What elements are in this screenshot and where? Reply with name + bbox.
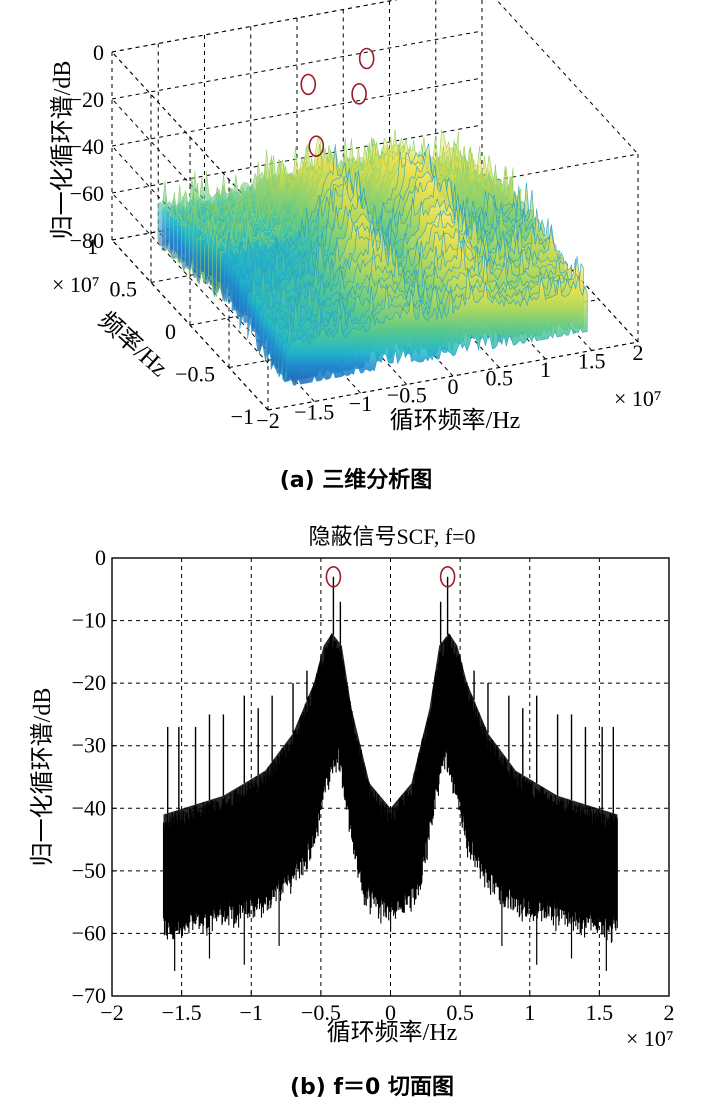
chart-title: 隐蔽信号SCF, f=0 [308,524,475,549]
z-tick-label: −20 [70,87,104,112]
box-edge [267,341,639,411]
peak-marker-3d [358,47,375,70]
box-edge [267,153,639,223]
caption-a: (a) 三维分析图 [280,467,433,493]
x-tick-label: −1.5 [162,1000,202,1025]
b-x-axis-exponent: × 10⁷ [626,1026,674,1051]
x-tick-label: 1.5 [578,349,606,374]
x-axis-label: 循环频率/Hz [390,407,521,434]
spectrum-surface [157,129,588,386]
y-tick-label: −30 [72,733,106,758]
x-tick-label: −0.5 [387,383,427,408]
b-y-axis-label: 归一化循环谱/dB [29,688,56,867]
x-tick-label: 0 [448,374,459,399]
y-tick-label: −70 [72,983,106,1008]
spectrum-envelope [163,633,618,921]
sidewall-grid-z [111,98,269,270]
x-tick-label: −2 [100,1000,123,1025]
z-tick-label: −80 [70,228,104,253]
x-tick-label: 0 [385,1000,396,1025]
x-tick-label: 1 [524,1000,535,1025]
z-tick-label: −40 [70,134,104,159]
peak-marker-2d [439,565,456,588]
x-tick-label: −1 [349,391,372,416]
y-tick-label: −40 [72,795,106,820]
x-tick-label: 2 [664,1000,675,1025]
x-tick-label: −1 [240,1000,263,1025]
y-tick-label: −10 [72,608,106,633]
backwall-grid-z [111,77,483,147]
box-edge [496,0,639,155]
backwall-grid-z [111,30,483,100]
y-tick-label: 0 [95,545,106,570]
y-tick-label: −60 [72,920,106,945]
x-tick-label: 2 [633,340,644,365]
z-axis-label: 归一化循环谱/dB [49,61,76,240]
peak-marker-3d [351,83,367,105]
highlighted-peaks-2d [325,565,456,588]
z-tick-label: 0 [93,40,104,65]
peak-marker-2d [325,565,342,588]
y-tick-label: −50 [72,858,106,883]
b-x-axis-label: 循环频率/Hz [327,1019,458,1046]
x-tick-label: −0.5 [301,1000,341,1025]
sidewall-grid-z [111,192,269,364]
highlighted-peaks-3d [300,47,375,157]
z-tick-label: −60 [70,181,104,206]
box-edge [111,239,269,411]
x-tick-label: 1.5 [586,1000,614,1025]
backwall-grid-z [111,124,483,194]
surface-strip [286,275,588,386]
y-tick-label: −20 [72,670,106,695]
y-tick-label: 0.5 [110,277,138,302]
spectrum-series [162,576,618,971]
panel-b-slice-plot: 隐蔽信号SCF, f=0 −2 −1.5 −1 −0.5 0 0.5 1 1.5 20−10−2… [29,524,675,1100]
2d-tick-labels: −2 −1.5 −1 −0.5 0 0.5 1 1.5 2 0 −10 −20 −30 −40 −50 −60… [72,545,675,1025]
y-tick-label: 0 [165,319,176,344]
box-edge [111,51,269,223]
x-tick-label: −1.5 [294,400,334,425]
peak-marker-3d [300,73,317,96]
x-tick-label: −2 [256,408,279,433]
x-tick-label: 0.5 [486,366,514,391]
peak-marker-3d [308,135,325,157]
x-axis-exponent: × 10⁷ [614,386,662,411]
x-tick-label: 1 [540,357,551,382]
y-tick-label: −1 [231,404,254,429]
y-axis-exponent: × 10⁷ [52,272,100,297]
caption-b: (b) f＝0 切面图 [290,1075,454,1100]
y-tick-label: −0.5 [175,362,215,387]
y-tick-label: 1 [87,234,98,259]
x-tick-label: 0.5 [446,1000,474,1025]
y-axis-label: 频率/Hz [93,307,172,382]
